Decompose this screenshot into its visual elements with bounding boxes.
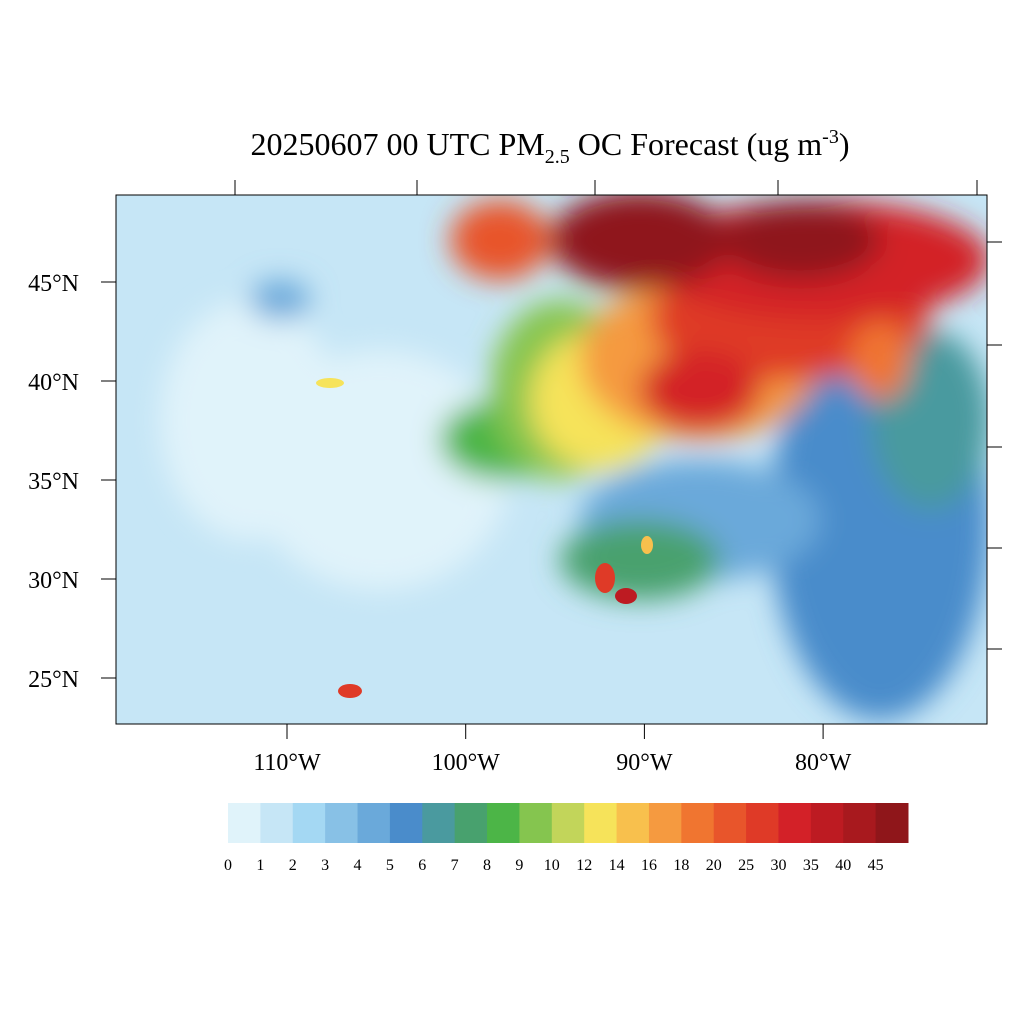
colorbar-label: 3: [321, 857, 329, 874]
colorbar-box: [875, 803, 909, 843]
colorbar-label: 30: [770, 857, 786, 874]
colorbar-box: [422, 803, 456, 843]
colorbar-box: [487, 803, 520, 843]
colorbar-box: [746, 803, 779, 843]
lon-tick-label: 100°W: [432, 750, 501, 776]
colorbar-label: 0: [224, 857, 232, 874]
colorbar-box: [519, 803, 553, 843]
colorbar-label: 1: [256, 857, 264, 874]
colorbar-box: [389, 803, 423, 843]
colorbar-box: [648, 803, 682, 843]
hotspot: [615, 588, 637, 604]
lat-tick-label: 40°N: [28, 370, 79, 396]
hotspot: [338, 684, 362, 698]
title-subscript: 2.5: [545, 146, 570, 168]
colorbar-label: 9: [515, 857, 523, 874]
title-end: ): [839, 126, 850, 162]
colorbar-box: [778, 803, 812, 843]
colorbar-box: [292, 803, 326, 843]
colorbar-box: [228, 803, 261, 843]
title-superscript: -3: [822, 126, 839, 148]
colorbar-label: 8: [483, 857, 491, 874]
colorbar-label: 2: [289, 857, 297, 874]
map-title: 20250607 00 UTC PM2.5 OC Forecast (ug m-…: [251, 126, 850, 168]
lon-tick-label: 110°W: [253, 750, 321, 776]
colorbar-label: 25: [738, 857, 754, 874]
colorbar-box: [810, 803, 844, 843]
colorbar-box: [584, 803, 618, 843]
colorbar-label: 12: [576, 857, 592, 874]
colorbar-label: 20: [706, 857, 722, 874]
colorbar-box: [454, 803, 488, 843]
lat-tick-label: 25°N: [28, 667, 79, 693]
colorbar-box: [551, 803, 585, 843]
title-after: OC Forecast (ug m: [570, 126, 823, 162]
colorbar-label: 14: [609, 857, 625, 874]
colorbar-label: 4: [354, 857, 362, 874]
lat-tick-label: 45°N: [28, 271, 79, 297]
hotspot: [316, 378, 344, 388]
colorbar-box: [260, 803, 294, 843]
colorbar-box: [616, 803, 650, 843]
lon-tick-label: 80°W: [795, 750, 852, 776]
colorbar-label: 16: [641, 857, 657, 874]
title-main: 20250607 00 UTC PM: [251, 126, 545, 162]
colorbar-label: 45: [868, 857, 884, 874]
lat-tick-label: 30°N: [28, 568, 79, 594]
colorbar-label: 6: [418, 857, 426, 874]
hotspot: [641, 536, 653, 554]
colorbar-box: [357, 803, 391, 843]
lon-tick-label: 90°W: [616, 750, 673, 776]
map-frame: [115, 194, 988, 725]
colorbar-box: [713, 803, 747, 843]
colorbar-box: [325, 803, 359, 843]
colorbar-label: 35: [803, 857, 819, 874]
colorbar-label: 10: [544, 857, 560, 874]
frame-ticks: [234, 180, 1002, 650]
concentration-field: [116, 195, 987, 724]
colorbar-box: [681, 803, 715, 843]
lat-tick-label: 35°N: [28, 469, 79, 495]
colorbar-label: 40: [835, 857, 851, 874]
colorbar-label: 7: [451, 857, 459, 874]
colorbar-label: 5: [386, 857, 394, 874]
colorbar-label: 18: [673, 857, 689, 874]
hotspot: [595, 563, 615, 593]
colorbar-box: [843, 803, 877, 843]
